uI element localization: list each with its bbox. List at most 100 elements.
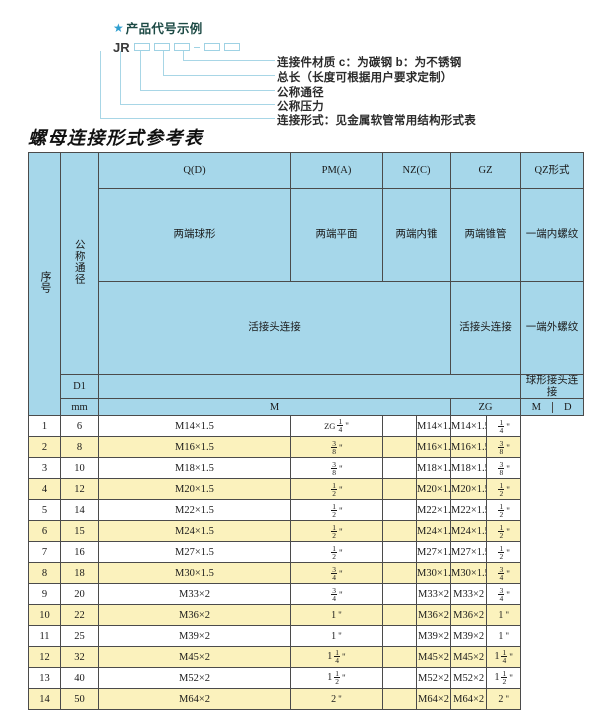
cell-qz: M52×2 <box>382 667 451 690</box>
cell-qz: M22×1.5 <box>382 499 451 522</box>
cell-qz-d: M22×1.5 <box>417 504 450 516</box>
cell-qg-zg: 2 " <box>498 693 510 705</box>
cell-qg-m: M14×1.5 <box>451 416 488 436</box>
cell-m-thread: M36×2 <box>98 604 291 627</box>
cell-qz-d: M30×1.5 <box>417 567 450 579</box>
cell-gz-zg: 1 2 " <box>290 478 383 501</box>
cell-m-thread: M24×1.5 <box>98 520 291 543</box>
header-desc-pm: 两端平面 <box>290 187 383 283</box>
cell-gz-zg: 1 2 " <box>290 520 383 543</box>
cell-qg: M14×1.5 1 4 " <box>450 415 521 438</box>
cell-qz-m <box>383 605 417 625</box>
cell-qz: M20×1.5 <box>382 478 451 501</box>
cell-qg: M36×2 1 " <box>450 604 521 627</box>
table-row: 12 32 M45×2 1 1 4 " M45×2 M45×2 1 1 4 " <box>28 646 584 669</box>
code-label-total-length: 总长（长度可根据用户要求定制） <box>277 72 453 84</box>
cell-seq: 5 <box>28 499 61 522</box>
header-nominal-bore-text: 公称通径 <box>73 238 86 285</box>
cell-m-thread: M52×2 <box>98 667 291 690</box>
cell-m-thread: M45×2 <box>98 646 291 669</box>
cell-gz-zg: 1 1 4 " <box>290 646 383 669</box>
cell-qg: M22×1.5 1 2 " <box>450 499 521 522</box>
header-sub-qz: M D <box>520 398 584 417</box>
header-sub-gz-zg: ZG <box>450 398 521 417</box>
cell-qz: M24×1.5 <box>382 520 451 543</box>
cell-qz-d: M39×2 <box>417 630 449 642</box>
header-seq: 序号 <box>28 151 61 417</box>
header-group-qd: Q(D) <box>98 152 291 189</box>
cell-gz-zg: 3 4 " <box>290 583 383 606</box>
header-group-nz: NZ(C) <box>382 152 451 189</box>
header-desc3-qz: 球形接头连接 <box>520 374 584 400</box>
cell-qz-m <box>383 563 417 583</box>
header-sub-qz-m: M <box>521 401 553 414</box>
cell-qg-zg: 1 2 " <box>498 480 510 499</box>
star-icon: ★ <box>113 20 124 35</box>
cell-bore: 32 <box>60 646 99 669</box>
cell-seq: 6 <box>28 520 61 543</box>
cell-qz-d: M20×1.5 <box>417 483 450 495</box>
header-group-qz: QZ形式 <box>520 152 584 189</box>
cell-bore: 20 <box>60 583 99 606</box>
cell-bore: 14 <box>60 499 99 522</box>
cell-qg-zg: 3 4 " <box>498 564 510 583</box>
cell-qg-zg: 1 " <box>498 609 510 621</box>
cell-m-thread: M64×2 <box>98 688 291 710</box>
cell-qz-d: M45×2 <box>417 651 449 663</box>
cell-m-thread: M22×1.5 <box>98 499 291 522</box>
header-sub-qz-d: D <box>552 401 583 414</box>
cell-qg: M33×2 3 4 " <box>450 583 521 606</box>
cell-bore: 15 <box>60 520 99 543</box>
cell-m-thread: M39×2 <box>98 625 291 648</box>
cell-bore: 50 <box>60 688 99 710</box>
cell-gz-zg: 3 8 " <box>290 436 383 459</box>
header-desc-nz: 两端内锥 <box>382 187 451 283</box>
cell-m-thread: M16×1.5 <box>98 436 291 459</box>
product-code-string: JR <box>113 40 244 54</box>
cell-qz-d: M24×1.5 <box>417 525 450 537</box>
cell-qg-m: M64×2 <box>451 689 488 709</box>
cell-qz: M30×1.5 <box>382 562 451 585</box>
cell-qg-zg: 1 2 " <box>498 501 510 520</box>
header-row-units: mm M ZG M D M ZG <box>29 398 584 417</box>
table-row: 9 20 M33×2 3 4 " M33×2 M33×2 3 4 " <box>28 583 584 606</box>
header-joint-left: 活接头连接 <box>98 281 451 376</box>
header-row-d1: D1 球形接头连接 连接 <box>29 374 584 400</box>
cell-qz: M64×2 <box>382 688 451 710</box>
cell-seq: 13 <box>28 667 61 690</box>
code-box-1 <box>133 43 150 51</box>
header-d1: D1 <box>60 374 99 400</box>
cell-bore: 22 <box>60 604 99 627</box>
cell-qz-d: M27×1.5 <box>417 546 450 558</box>
cell-qz: M45×2 <box>382 646 451 669</box>
header-desc-qd: 两端球形 <box>98 187 291 283</box>
cell-bore: 18 <box>60 562 99 585</box>
cell-qg-m: M52×2 <box>451 668 488 688</box>
header-joint-gz: 活接头连接 <box>450 281 521 376</box>
cell-qz-m <box>383 584 417 604</box>
cell-m-thread: M30×1.5 <box>98 562 291 585</box>
cell-qg-zg: 3 8 " <box>498 459 510 478</box>
cell-qz-d: M33×2 <box>417 588 449 600</box>
cell-m-thread: M33×2 <box>98 583 291 606</box>
cell-qg-zg: 1 1 4 " <box>494 647 513 666</box>
cell-qz: M36×2 <box>382 604 451 627</box>
cell-seq: 7 <box>28 541 61 564</box>
header-blank-left <box>98 374 521 400</box>
cell-qg-zg: 3 4 " <box>498 585 510 604</box>
cell-seq: 3 <box>28 457 61 480</box>
table-row: 13 40 M52×2 1 1 2 " M52×2 M52×2 1 1 2 " <box>28 667 584 690</box>
cell-bore: 6 <box>60 415 99 438</box>
cell-qg: M20×1.5 1 2 " <box>450 478 521 501</box>
cell-qg: M39×2 1 " <box>450 625 521 648</box>
cell-qz: M18×1.5 <box>382 457 451 480</box>
cell-qz-d: M36×2 <box>417 609 449 621</box>
cell-qz-m <box>383 416 417 436</box>
cell-gz-zg: 3 4 " <box>290 562 383 585</box>
code-box-5 <box>223 43 240 51</box>
